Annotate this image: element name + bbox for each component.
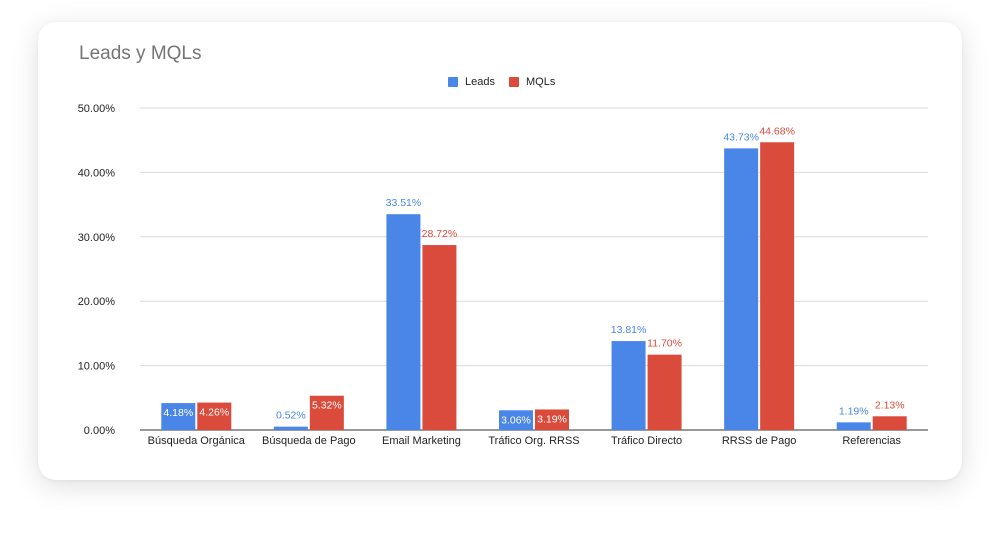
bar-mqls bbox=[647, 354, 682, 430]
x-tick-label: Tráfico Org. RRSS bbox=[488, 435, 579, 447]
x-tick-label: Búsqueda Orgánica bbox=[148, 435, 246, 447]
bar-leads bbox=[836, 422, 871, 430]
bar-leads bbox=[273, 426, 308, 430]
legend-item-leads[interactable]: Leads bbox=[448, 76, 495, 88]
x-tick-label: Referencias bbox=[842, 435, 901, 447]
y-tick-label: 50.00% bbox=[78, 103, 116, 115]
data-label: 44.68% bbox=[759, 125, 795, 137]
bar-leads bbox=[161, 403, 196, 430]
bar-mqls bbox=[422, 245, 457, 430]
y-tick-label: 20.00% bbox=[78, 296, 116, 308]
legend-item-mqls[interactable]: MQLs bbox=[508, 76, 556, 88]
y-tick-label: 0.00% bbox=[84, 425, 115, 437]
y-tick-label: 30.00% bbox=[78, 232, 116, 244]
data-label: 0.52% bbox=[276, 410, 306, 422]
y-tick-label: 40.00% bbox=[78, 167, 116, 179]
data-label: 13.81% bbox=[611, 324, 647, 336]
x-tick-label: Tráfico Directo bbox=[611, 435, 682, 447]
data-label: 2.13% bbox=[875, 399, 905, 411]
data-label: 4.18% bbox=[163, 407, 193, 419]
bar-mqls bbox=[197, 402, 232, 430]
data-label: 33.51% bbox=[386, 197, 422, 209]
y-tick-label: 10.00% bbox=[78, 361, 116, 373]
legend-swatch-leads bbox=[448, 77, 458, 87]
data-label: 3.19% bbox=[537, 413, 567, 425]
data-label: 1.19% bbox=[839, 405, 869, 417]
x-tick-label: RRSS de Pago bbox=[722, 435, 797, 447]
bar-mqls bbox=[760, 142, 795, 430]
data-label: 5.32% bbox=[312, 400, 342, 412]
data-label: 28.72% bbox=[422, 228, 458, 240]
chart-title: Leads y MQLs bbox=[79, 43, 202, 64]
data-label: 11.70% bbox=[647, 338, 682, 350]
data-label: 3.06% bbox=[501, 414, 531, 426]
data-label: 4.26% bbox=[199, 407, 229, 419]
legend-label-mqls: MQLs bbox=[525, 76, 556, 88]
bar-leads bbox=[386, 214, 421, 430]
legend: Leads MQLs bbox=[448, 76, 569, 88]
legend-label-leads: Leads bbox=[465, 76, 495, 88]
x-tick-label: Email Marketing bbox=[382, 435, 461, 447]
bar-leads bbox=[724, 148, 759, 431]
bar-mqls bbox=[535, 409, 569, 430]
x-tick-label: Búsqueda de Pago bbox=[262, 435, 356, 447]
bar-mqls bbox=[872, 416, 907, 430]
legend-swatch-mqls bbox=[508, 77, 519, 87]
data-label: 43.73% bbox=[723, 131, 759, 143]
bar-leads bbox=[611, 341, 646, 430]
bar-mqls bbox=[309, 395, 344, 430]
bar-leads bbox=[499, 410, 533, 430]
